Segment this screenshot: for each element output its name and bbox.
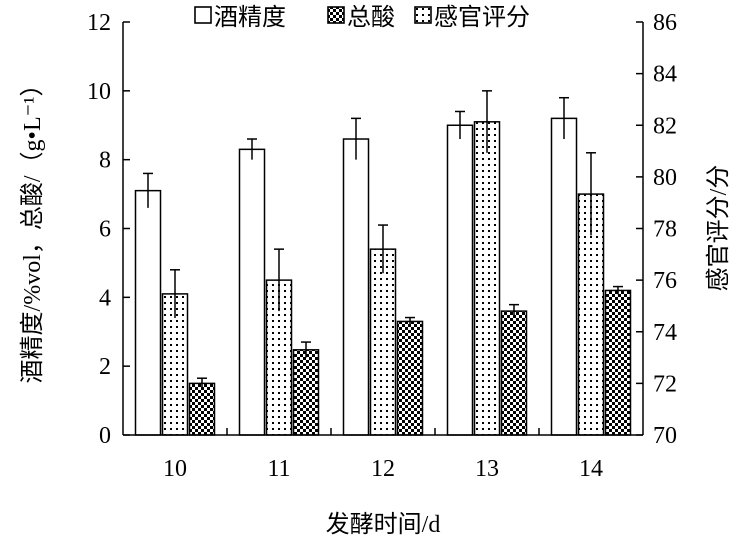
left-y-axis-title: 酒精度/%vol，总酸/（g•L⁻¹） bbox=[19, 73, 46, 384]
right-tick-label: 80 bbox=[653, 165, 677, 191]
bar-series-2 bbox=[292, 349, 320, 436]
right-tick-label: 74 bbox=[653, 320, 677, 346]
legend-swatch-sensory-score bbox=[414, 6, 432, 24]
right-tick-label: 70 bbox=[653, 423, 677, 449]
bar-series-0 bbox=[342, 138, 370, 436]
x-tick-label: 11 bbox=[267, 456, 290, 482]
x-ticks: 10 11 12 13 14 bbox=[163, 428, 603, 482]
legend-swatch-total-acid bbox=[327, 6, 345, 24]
left-tick-label: 12 bbox=[87, 10, 111, 36]
legend: 酒精度 总酸 感官评分 bbox=[194, 4, 530, 31]
bar-series-2 bbox=[500, 310, 528, 436]
left-y-ticks: 0 2 4 6 8 10 12 bbox=[87, 10, 130, 449]
bar-series-0 bbox=[238, 148, 266, 436]
x-axis-title: 发酵时间/d bbox=[326, 511, 441, 538]
error-bars-layer bbox=[143, 90, 623, 389]
bar-series-2 bbox=[396, 320, 424, 436]
left-tick-label: 2 bbox=[99, 354, 111, 380]
left-tick-label: 0 bbox=[99, 423, 111, 449]
legend-label-sensory-score: 感官评分 bbox=[434, 4, 530, 31]
right-tick-label: 72 bbox=[653, 371, 677, 397]
right-y-ticks: 70 72 74 76 78 80 82 84 86 bbox=[636, 10, 677, 449]
right-y-axis-title: 感官评分/分 bbox=[705, 165, 732, 292]
x-tick-label: 10 bbox=[163, 456, 187, 482]
legend-label-total-acid: 总酸 bbox=[347, 4, 395, 31]
x-tick-label: 13 bbox=[475, 456, 499, 482]
legend-label-alcohol: 酒精度 bbox=[214, 4, 286, 31]
bar-series-0 bbox=[134, 189, 162, 436]
right-tick-label: 76 bbox=[653, 268, 677, 294]
bar-series-0 bbox=[550, 117, 578, 436]
bar-series-1 bbox=[369, 248, 397, 436]
right-tick-label: 78 bbox=[653, 217, 677, 243]
left-tick-label: 4 bbox=[99, 285, 111, 311]
left-tick-label: 6 bbox=[99, 217, 111, 243]
right-tick-label: 86 bbox=[653, 10, 677, 36]
x-tick-label: 12 bbox=[371, 456, 395, 482]
left-tick-label: 10 bbox=[87, 79, 111, 105]
bar-series-1 bbox=[473, 121, 501, 436]
bar-series-2 bbox=[604, 289, 632, 436]
legend-swatch-alcohol bbox=[194, 6, 212, 24]
x-tick-label: 14 bbox=[579, 456, 603, 482]
right-tick-label: 82 bbox=[653, 113, 677, 139]
bars-layer bbox=[134, 117, 632, 436]
bar-series-0 bbox=[446, 124, 474, 436]
right-tick-label: 84 bbox=[653, 62, 677, 88]
left-tick-label: 8 bbox=[99, 148, 111, 174]
bar-series-2 bbox=[188, 382, 216, 436]
